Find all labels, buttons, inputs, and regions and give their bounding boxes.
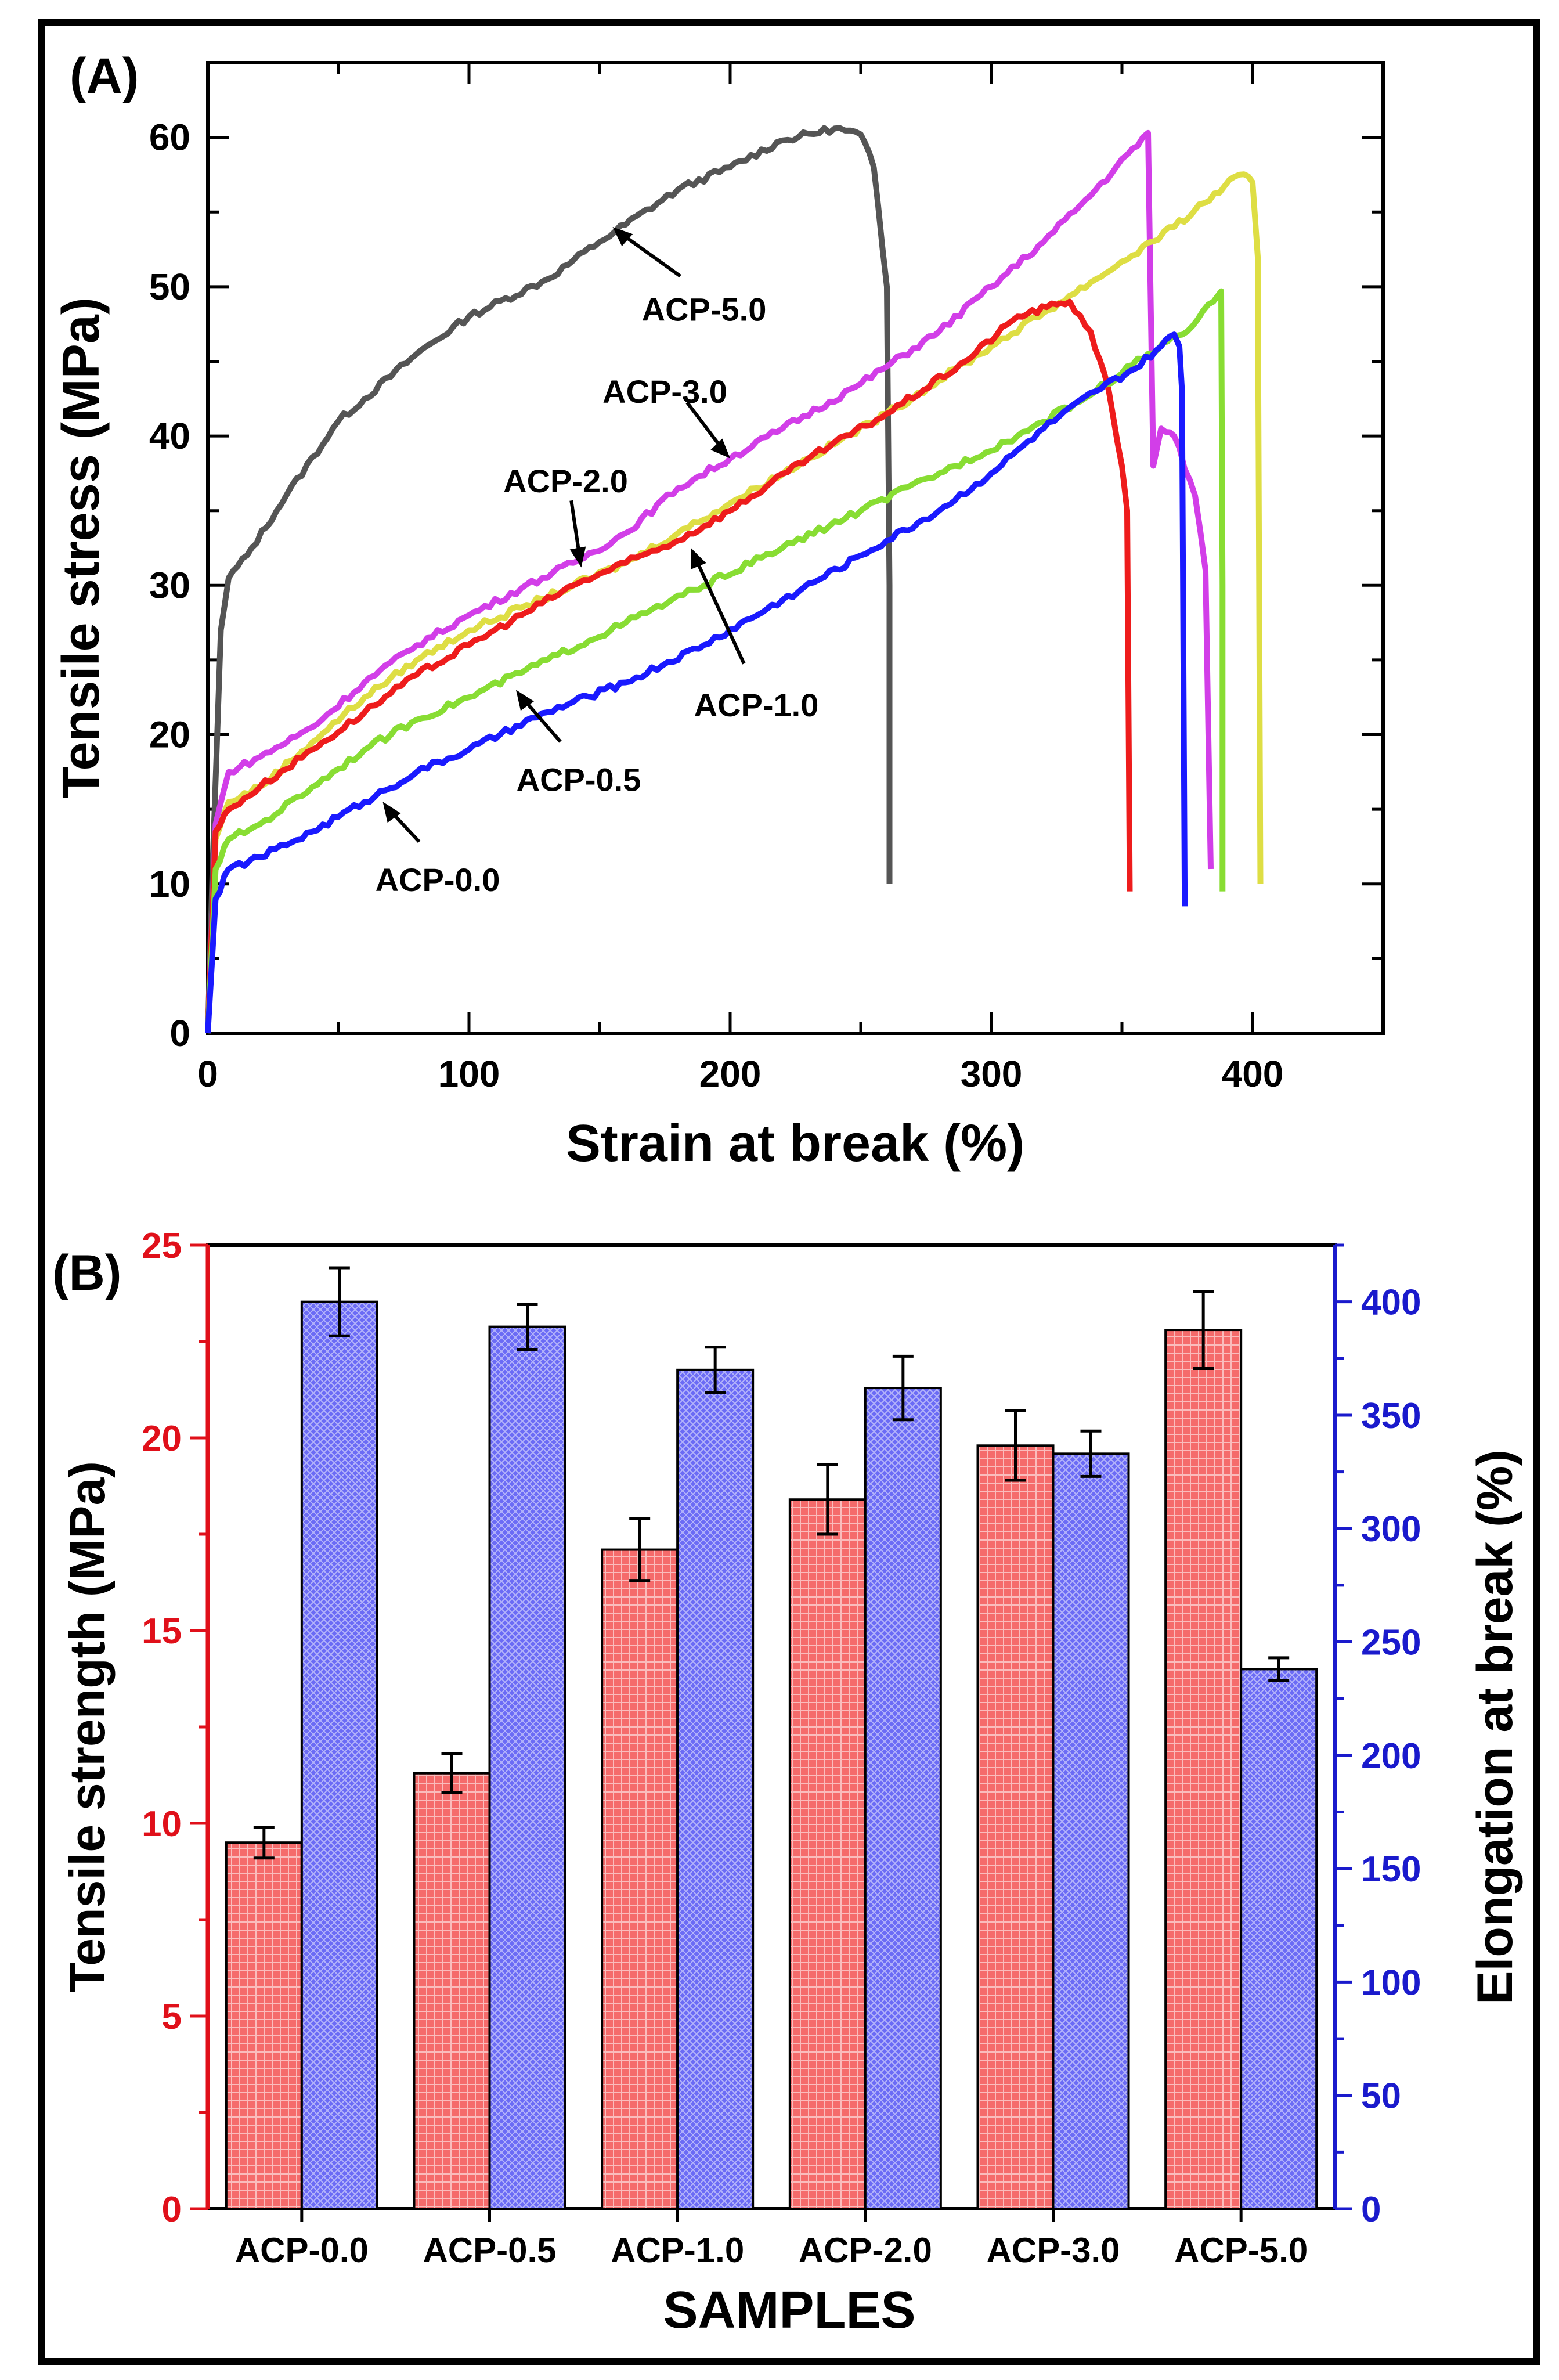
y-tick-label: 0 [169, 1012, 190, 1054]
x-tick-label: 400 [1222, 1053, 1284, 1095]
y-tick-label: 20 [149, 714, 190, 756]
panel-b-x-axis-label: SAMPLES [663, 2281, 915, 2339]
bar-elongation-acp-0-5 [488, 1325, 566, 2210]
panel-a-lines [205, 125, 1264, 1034]
panel-a-x-axis-label: Strain at break (%) [566, 1115, 1024, 1173]
category-label-acp-5-0: ACP-5.0 [1174, 2231, 1308, 2270]
bar-tensile-strength-acp-2-0 [788, 1498, 867, 2210]
panel-a-y-axis-label: Tensile stress (MPa) [52, 297, 110, 799]
right-tick-label: 350 [1361, 1396, 1421, 1436]
bar-elongation-acp-2-0 [864, 1387, 942, 2210]
bar-tensile-strength-acp-3-0 [976, 1444, 1055, 2210]
annotation-arrowhead-acp-3-0 [710, 438, 730, 459]
category-label-acp-1-0: ACP-1.0 [611, 2231, 744, 2270]
panel-a-annotations: ACP-5.0 ACP-3.0 ACP-2.0 ACP-1.0 ACP-0.5 ACP-0… [376, 226, 819, 898]
left-tick-label: 20 [142, 1419, 182, 1459]
curve-acp-5-0 [205, 125, 893, 1034]
category-label-acp-3-0: ACP-3.0 [986, 2231, 1120, 2270]
y-tick-label: 10 [149, 863, 190, 905]
annotation-arrowhead-acp-0-5 [516, 690, 534, 711]
right-tick-label: 250 [1361, 1623, 1421, 1663]
panel-a-plot-frame [206, 61, 1385, 1035]
annotation-arrowhead-acp-0-0 [382, 802, 401, 823]
annotation-arrow-acp-1-0 [691, 551, 746, 665]
annotation-label-acp-5-0: ACP-5.0 [642, 291, 767, 327]
panel-a-label: (A) [70, 48, 139, 104]
annotation-arrowhead-acp-5-0 [612, 226, 633, 247]
annotation-label-acp-1-0: ACP-1.0 [694, 687, 819, 723]
right-tick-label: 100 [1361, 1963, 1421, 2003]
curve-acp-0-5 [205, 288, 1226, 1034]
figure-border [38, 19, 1540, 2365]
bar-elongation-acp-3-0 [1052, 1452, 1130, 2210]
bar-elongation-acp-0-0 [300, 1300, 378, 2210]
category-label-acp-2-0: ACP-2.0 [799, 2231, 932, 2270]
curve-acp-3-0 [205, 129, 1214, 1034]
annotation-label-acp-3-0: ACP-3.0 [602, 373, 727, 410]
annotation-label-acp-0-5: ACP-0.5 [517, 762, 641, 798]
annotation-label-acp-2-0: ACP-2.0 [503, 463, 628, 499]
annotation-label-acp-0-0: ACP-0.0 [376, 861, 500, 898]
right-tick-label: 50 [1361, 2076, 1401, 2116]
y-tick-label: 30 [149, 564, 190, 606]
bar-elongation-acp-5-0 [1240, 1668, 1318, 2210]
right-tick-label: 300 [1361, 1509, 1421, 1549]
x-tick-label: 200 [699, 1053, 762, 1095]
left-tick-label: 10 [142, 1804, 182, 1844]
right-tick-label: 200 [1361, 1736, 1421, 1776]
y-tick-label: 60 [149, 117, 190, 158]
panel-b-label: (B) [52, 1245, 121, 1301]
panel-b-left-axis-label: Tensile strength (MPa) [60, 1461, 116, 1993]
y-tick-label: 40 [149, 415, 190, 457]
curve-acp-1-0 [205, 298, 1133, 1034]
bar-tensile-strength-acp-5-0 [1164, 1329, 1243, 2210]
left-tick-label: 25 [142, 1226, 182, 1266]
curve-acp-0-0 [205, 331, 1188, 1034]
bar-elongation-acp-1-0 [676, 1368, 755, 2210]
panel-a-axes: 0 100 200 300 400 0 10 20 30 40 50 60 [149, 61, 1385, 1095]
right-tick-label: 150 [1361, 1849, 1421, 1889]
panel-b-axes: ACP-0.0 ACP-0.5 ACP-1.0 ACP-2.0 ACP-3.0 ACP-5… [142, 1226, 1421, 2270]
panel-b-bars [225, 1266, 1318, 2210]
x-tick-label: 300 [961, 1053, 1023, 1095]
category-label-acp-0-5: ACP-0.5 [423, 2231, 556, 2270]
bar-tensile-strength-acp-0-0 [225, 1841, 303, 2210]
left-tick-label: 15 [142, 1611, 182, 1651]
right-tick-label: 400 [1361, 1283, 1421, 1323]
annotation-arrowhead-acp-2-0 [569, 546, 586, 568]
panel-b: (B) ACP-0.0 ACP-0.5 ACP-1.0 ACP-2.0 ACP-3.0 A… [52, 1226, 1523, 2339]
x-tick-label: 0 [197, 1053, 218, 1095]
curve-acp-2-0 [205, 171, 1264, 1034]
left-tick-label: 0 [162, 2190, 182, 2230]
bar-tensile-strength-acp-0-5 [413, 1772, 491, 2210]
annotation-arrowhead-acp-1-0 [691, 548, 706, 569]
left-tick-label: 5 [162, 1997, 182, 2037]
bar-tensile-strength-acp-1-0 [601, 1548, 679, 2210]
right-tick-label: 0 [1361, 2190, 1381, 2230]
x-tick-label: 100 [438, 1053, 500, 1095]
panel-b-right-axis-label: Elongation at break (%) [1467, 1449, 1523, 2004]
category-label-acp-0-0: ACP-0.0 [235, 2231, 369, 2270]
y-tick-label: 50 [149, 266, 190, 308]
